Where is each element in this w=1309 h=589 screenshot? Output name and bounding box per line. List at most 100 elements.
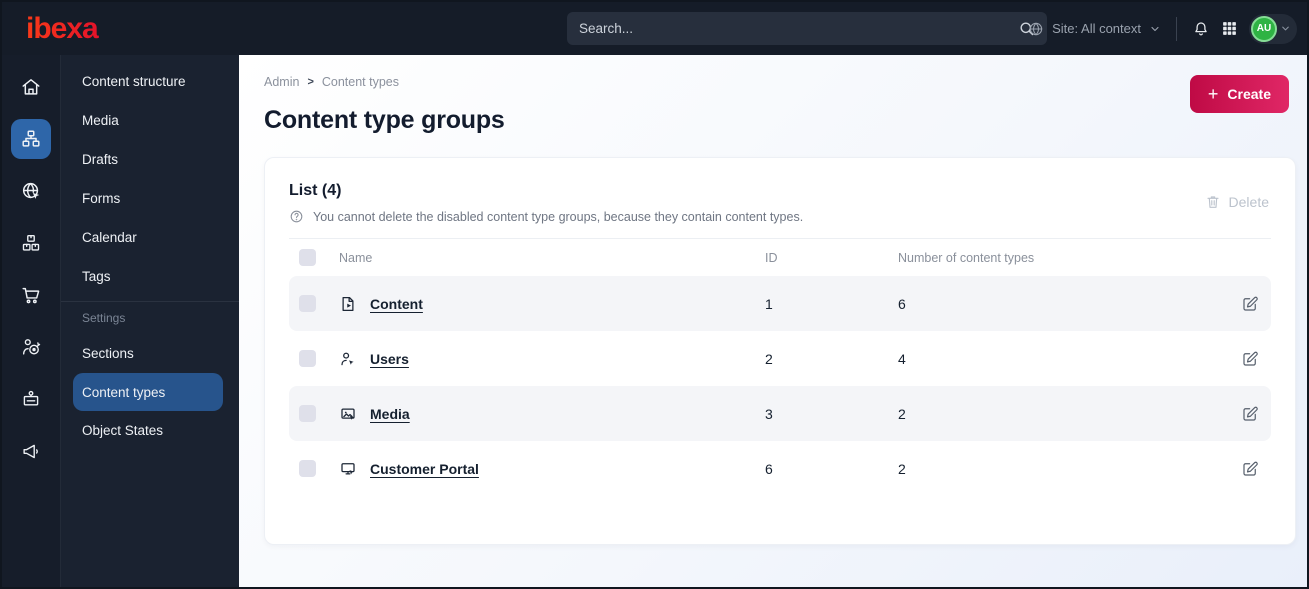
- chevron-down-icon: [1149, 23, 1161, 35]
- edit-button[interactable]: [1241, 350, 1259, 368]
- breadcrumb-separator: >: [307, 76, 314, 88]
- table-header: Name ID Number of content types: [289, 238, 1271, 276]
- group-id: 3: [765, 405, 773, 422]
- icon-rail: [2, 55, 61, 587]
- sidebar-item-label: Forms: [82, 191, 121, 206]
- chevron-down-icon: [1280, 23, 1291, 34]
- group-count: 2: [898, 460, 906, 477]
- sidebar-item-label: Object States: [82, 423, 164, 438]
- edit-button[interactable]: [1241, 405, 1259, 423]
- monitor-icon: [339, 460, 357, 478]
- home-icon: [20, 76, 42, 98]
- sidebar-item-label: Sections: [82, 346, 134, 361]
- image-icon: [339, 405, 357, 423]
- info-text: You cannot delete the disabled content t…: [313, 209, 804, 224]
- file-icon: [339, 295, 357, 313]
- group-id: 1: [765, 295, 773, 312]
- rail-item-marketing[interactable]: [11, 431, 51, 471]
- sidebar-item-calendar[interactable]: Calendar: [61, 218, 239, 257]
- delete-button[interactable]: Delete: [1205, 194, 1269, 210]
- badge-icon: [20, 388, 42, 410]
- group-id: 6: [765, 460, 773, 477]
- sidebar-item-forms[interactable]: Forms: [61, 179, 239, 218]
- edit-button[interactable]: [1241, 460, 1259, 478]
- table-row: Content 1 6: [289, 276, 1271, 331]
- group-link-users[interactable]: Users: [370, 350, 409, 367]
- delete-button-label: Delete: [1228, 194, 1269, 210]
- group-count: 4: [898, 350, 906, 367]
- rail-item-dashboard[interactable]: [11, 67, 51, 107]
- global-search[interactable]: [567, 12, 1047, 45]
- column-header-id: ID: [765, 250, 778, 265]
- sidebar-section-settings: Settings: [82, 311, 126, 325]
- notifications-bell-icon[interactable]: [1192, 20, 1210, 38]
- sidebar-item-media[interactable]: Media: [61, 101, 239, 140]
- rail-item-products[interactable]: [11, 223, 51, 263]
- content-type-groups-table: Name ID Number of content types Content …: [289, 238, 1271, 496]
- group-link-media[interactable]: Media: [370, 405, 410, 422]
- sidebar-item-label: Media: [82, 113, 119, 128]
- rail-item-personalization[interactable]: [11, 327, 51, 367]
- sidebar-item-label: Drafts: [82, 152, 119, 167]
- sidebar-item-content-types[interactable]: Content types: [73, 373, 223, 411]
- site-context-label: Site: All context: [1052, 21, 1141, 36]
- ibexa-logo: ibexa: [2, 13, 239, 44]
- app-grid-icon[interactable]: [1221, 20, 1238, 37]
- user-menu[interactable]: AU: [1249, 13, 1297, 44]
- megaphone-icon: [20, 440, 42, 462]
- content-type-groups-card: List (4) You cannot delete the disabled …: [264, 157, 1296, 545]
- rail-item-commerce[interactable]: [11, 275, 51, 315]
- rail-item-site[interactable]: [11, 171, 51, 211]
- sidebar-item-label: Calendar: [82, 230, 137, 245]
- list-title: List (4): [289, 182, 342, 199]
- cart-icon: [20, 284, 42, 306]
- help-circle-icon: [289, 209, 304, 224]
- globe-cursor-icon: [20, 180, 42, 202]
- group-count: 2: [898, 405, 906, 422]
- main-content: Admin > Content types + Create Content t…: [239, 55, 1307, 587]
- topbar: ibexa Site: All context AU: [2, 2, 1307, 55]
- create-button[interactable]: + Create: [1189, 75, 1289, 113]
- search-input[interactable]: [579, 21, 1018, 36]
- select-all-checkbox[interactable]: [299, 249, 316, 266]
- group-count: 6: [898, 295, 906, 312]
- group-link-customer-portal[interactable]: Customer Portal: [370, 460, 479, 477]
- info-row: You cannot delete the disabled content t…: [289, 209, 1271, 224]
- rail-item-admin[interactable]: [11, 379, 51, 419]
- sidebar-item-label: Content types: [82, 384, 166, 400]
- row-checkbox[interactable]: [299, 295, 316, 312]
- table-row: Customer Portal 6 2: [289, 441, 1271, 496]
- breadcrumb-admin[interactable]: Admin: [264, 75, 300, 89]
- site-context-selector[interactable]: Site: All context: [1028, 21, 1161, 37]
- row-checkbox[interactable]: [299, 350, 316, 367]
- trash-icon: [1205, 194, 1221, 210]
- sidebar-item-label: Content structure: [82, 74, 186, 89]
- globe-icon: [1028, 21, 1044, 37]
- sidebar-item-tags[interactable]: Tags: [61, 257, 239, 296]
- person-target-icon: [20, 336, 42, 358]
- sidebar-item-label: Tags: [82, 269, 111, 284]
- table-row: Media 3 2: [289, 386, 1271, 441]
- sidebar-item-sections[interactable]: Sections: [61, 334, 239, 373]
- sidebar-item-content-structure[interactable]: Content structure: [61, 62, 239, 101]
- sidebar-menu: Content structure Media Drafts Forms Cal…: [61, 55, 239, 587]
- create-button-label: Create: [1227, 86, 1271, 102]
- rail-item-content[interactable]: [11, 119, 51, 159]
- sidebar-item-drafts[interactable]: Drafts: [61, 140, 239, 179]
- column-header-count: Number of content types: [898, 250, 1035, 265]
- avatar[interactable]: AU: [1251, 15, 1277, 42]
- page-title: Content type groups: [264, 106, 505, 134]
- group-link-content[interactable]: Content: [370, 295, 423, 312]
- breadcrumb: Admin > Content types: [264, 55, 1296, 89]
- user-icon: [339, 350, 357, 368]
- sidebar-item-object-states[interactable]: Object States: [61, 411, 239, 450]
- edit-button[interactable]: [1241, 295, 1259, 313]
- row-checkbox[interactable]: [299, 460, 316, 477]
- row-checkbox[interactable]: [299, 405, 316, 422]
- topbar-right-cluster: Site: All context AU: [1028, 2, 1297, 55]
- breadcrumb-current: Content types: [321, 75, 400, 89]
- boxes-icon: [20, 232, 42, 254]
- sidebar-divider: [61, 301, 239, 302]
- topbar-divider: [1176, 16, 1177, 41]
- group-id: 2: [765, 350, 773, 367]
